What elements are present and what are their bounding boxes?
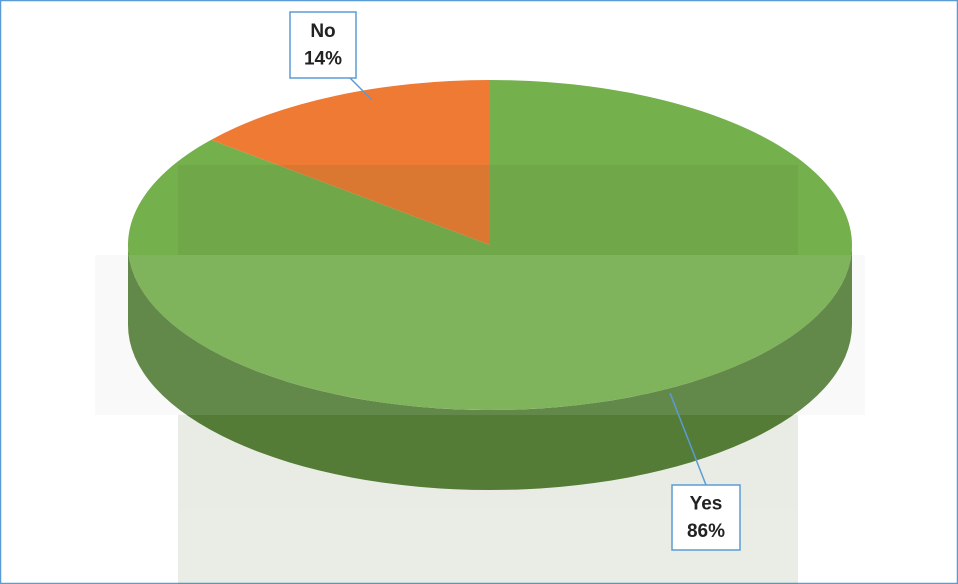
pie (127, 80, 853, 490)
slice-side (128, 245, 852, 490)
labels: Yes 86% No 14% (289, 11, 741, 551)
value-label: 14% (304, 49, 342, 70)
leader-line (669, 392, 707, 486)
label-box (289, 11, 357, 79)
leader-line (349, 77, 373, 101)
label-box (671, 484, 741, 551)
category-label: Yes (690, 494, 723, 515)
watermark (95, 165, 865, 584)
category-label: No (310, 21, 335, 42)
slice (211, 80, 490, 245)
slice (127, 80, 853, 411)
value-label: 86% (687, 521, 725, 542)
